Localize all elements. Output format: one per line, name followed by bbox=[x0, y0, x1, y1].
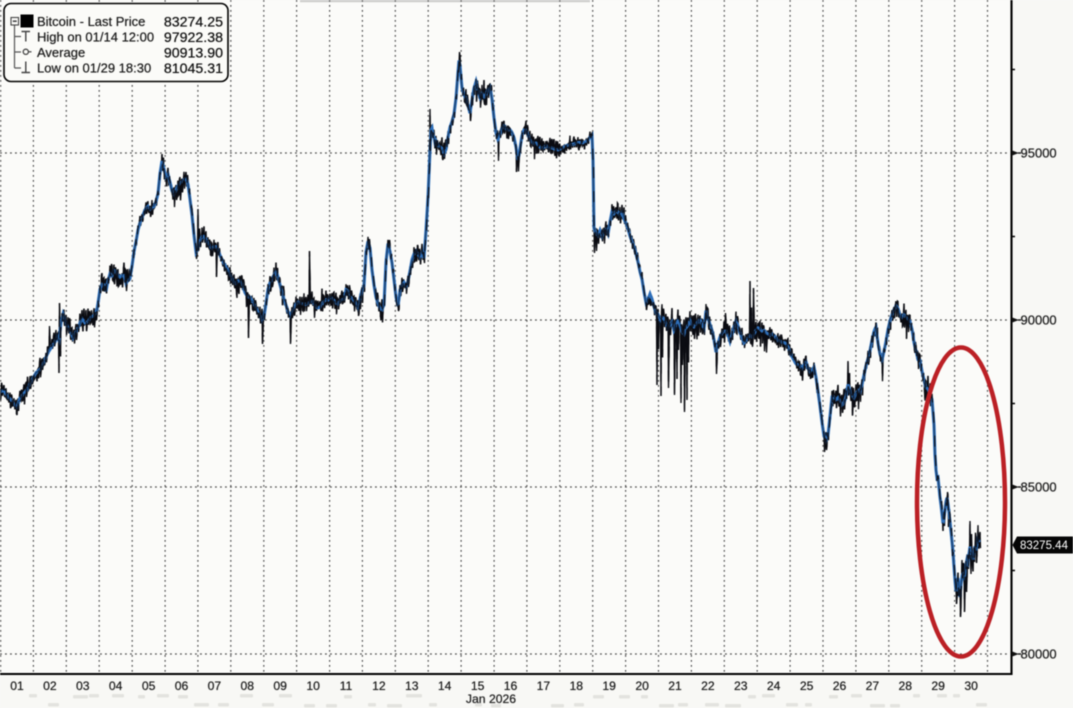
svg-text:24: 24 bbox=[767, 679, 781, 693]
svg-text:09: 09 bbox=[273, 679, 287, 693]
svg-text:10: 10 bbox=[306, 679, 320, 693]
svg-text:01: 01 bbox=[10, 679, 24, 693]
svg-text:Bitcoin - Last Price: Bitcoin - Last Price bbox=[37, 14, 145, 29]
svg-text:05: 05 bbox=[142, 679, 156, 693]
svg-text:26: 26 bbox=[833, 679, 847, 693]
svg-text:19: 19 bbox=[602, 679, 616, 693]
svg-text:08: 08 bbox=[241, 679, 255, 693]
svg-text:Low on 01/29 18:30: Low on 01/29 18:30 bbox=[37, 61, 151, 76]
svg-text:03: 03 bbox=[76, 679, 90, 693]
svg-text:22: 22 bbox=[701, 679, 715, 693]
svg-text:High on 01/14 12:00: High on 01/14 12:00 bbox=[37, 30, 154, 45]
svg-text:11: 11 bbox=[340, 679, 353, 693]
svg-text:80000: 80000 bbox=[1021, 647, 1057, 662]
svg-text:30: 30 bbox=[964, 679, 978, 693]
svg-text:04: 04 bbox=[109, 679, 123, 693]
svg-text:02: 02 bbox=[43, 679, 57, 693]
svg-text:Jan 2026: Jan 2026 bbox=[466, 692, 516, 706]
svg-text:29: 29 bbox=[931, 679, 945, 693]
svg-text:23: 23 bbox=[734, 679, 748, 693]
svg-text:12: 12 bbox=[372, 679, 386, 693]
svg-text:90000: 90000 bbox=[1021, 313, 1057, 328]
svg-text:90913.90: 90913.90 bbox=[164, 46, 223, 62]
svg-text:83274.25: 83274.25 bbox=[164, 15, 223, 31]
svg-text:16: 16 bbox=[504, 679, 518, 693]
svg-text:27: 27 bbox=[866, 679, 880, 693]
svg-text:18: 18 bbox=[570, 679, 584, 693]
svg-text:81045.31: 81045.31 bbox=[164, 61, 223, 77]
svg-text:97922.38: 97922.38 bbox=[164, 30, 223, 46]
svg-text:85000: 85000 bbox=[1021, 480, 1057, 495]
svg-text:28: 28 bbox=[899, 679, 913, 693]
svg-text:25: 25 bbox=[800, 679, 814, 693]
svg-text:20: 20 bbox=[635, 679, 649, 693]
svg-text:15: 15 bbox=[471, 679, 485, 693]
svg-text:Average: Average bbox=[37, 45, 85, 60]
svg-text:21: 21 bbox=[668, 679, 682, 693]
svg-text:06: 06 bbox=[175, 679, 189, 693]
svg-text:14: 14 bbox=[438, 679, 452, 693]
svg-text:13: 13 bbox=[405, 679, 419, 693]
svg-text:83275.44: 83275.44 bbox=[1020, 540, 1069, 552]
svg-text:07: 07 bbox=[208, 679, 222, 693]
svg-text:95000: 95000 bbox=[1021, 146, 1057, 161]
svg-text:17: 17 bbox=[537, 679, 551, 693]
